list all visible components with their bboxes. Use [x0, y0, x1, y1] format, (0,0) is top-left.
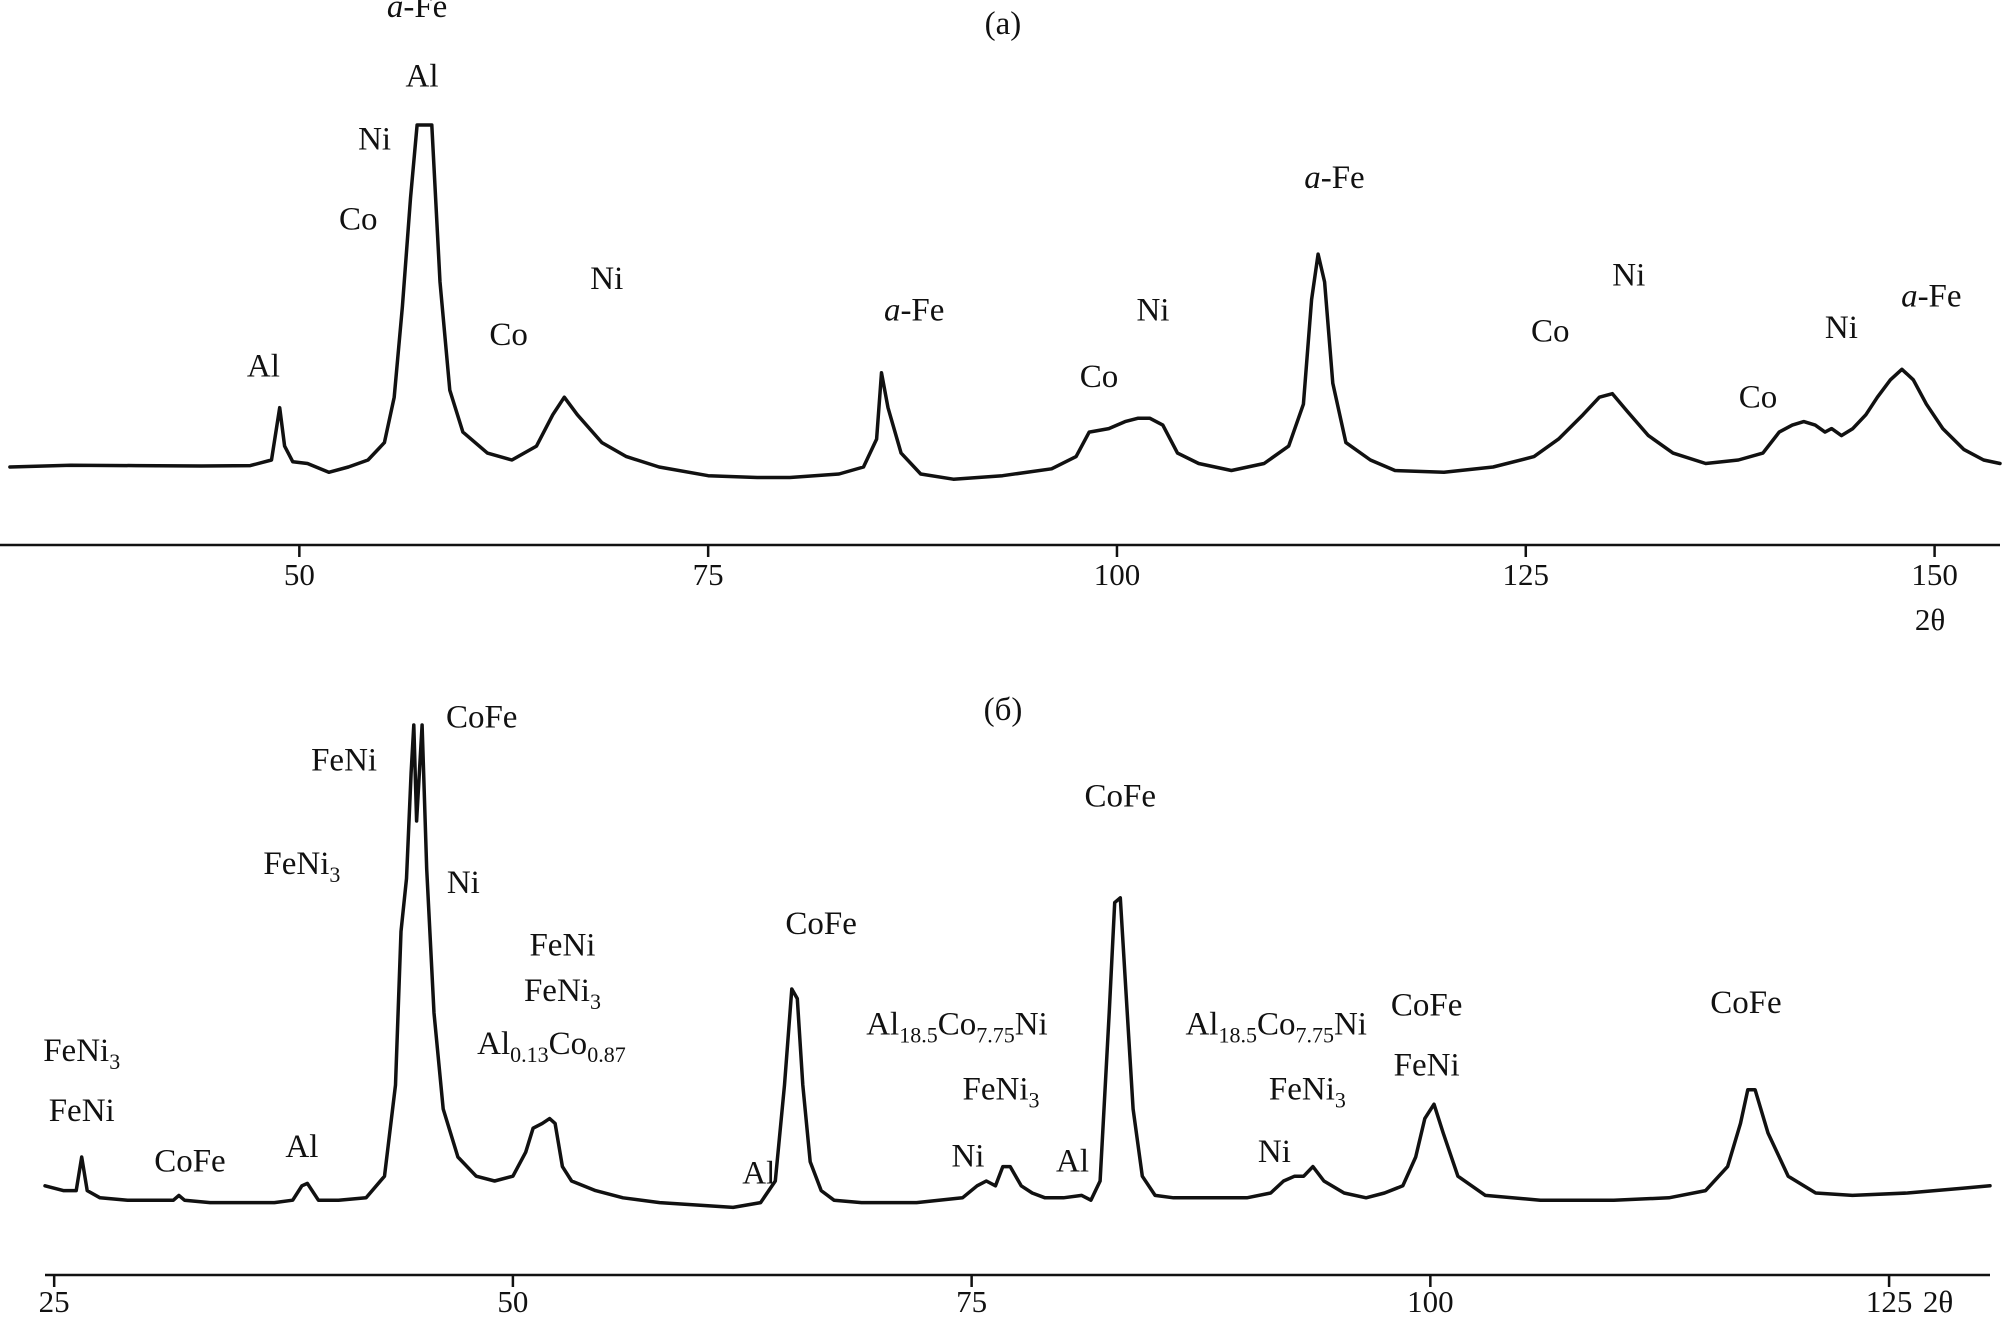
panel-a-xrd-pattern-line — [8, 123, 2002, 481]
panel-b-peak-label: CoFe — [154, 1143, 226, 1179]
peak-label-text: Al — [477, 1026, 510, 1062]
peak-label-subscript: 3 — [329, 862, 340, 887]
panel-a-peak-label: Al — [247, 348, 280, 384]
panel-b-peak-label: Ni — [951, 1139, 984, 1175]
panel-b-xrd-pattern-line — [43, 723, 1992, 1210]
panel-b-peak-label: Al0.13Co0.87 — [477, 1026, 626, 1067]
peak-label-text: -Fe — [900, 292, 944, 328]
peak-label-subscript: 0.87 — [587, 1042, 626, 1067]
panel-b-peak-label: Al — [742, 1155, 775, 1191]
panel-b-peak-label: Al — [1056, 1143, 1089, 1179]
peak-label-text: -Fe — [1918, 278, 1962, 314]
peak-label-italic: a — [1901, 278, 1918, 314]
peak-label-text: -Fe — [1321, 160, 1365, 196]
panel-a-peak-label: Ni — [590, 261, 623, 297]
panel-a-x-tick-label: 125 — [1503, 557, 1550, 592]
peak-label-text: FeNi — [43, 1033, 109, 1069]
panel-a-peak-label: a-Fe — [1901, 278, 1962, 314]
peak-label-text: Ni — [1334, 1007, 1367, 1043]
panel-a-peak-label: Ni — [1136, 292, 1169, 328]
panel-a-x-tick-label: 100 — [1094, 557, 1141, 592]
peak-label-text: FeNi — [962, 1071, 1028, 1107]
peak-label-subscript: 7.75 — [976, 1023, 1015, 1048]
panel-b-peak-label: CoFe — [1084, 779, 1156, 815]
panel-b-peak-label: FeNi3 — [524, 973, 601, 1014]
panel-b-peak-label: Ni — [1258, 1134, 1291, 1170]
panel-b-x-tick-label: 125 — [1866, 1284, 1913, 1319]
panel-b-peak-label: CoFe — [1710, 985, 1782, 1021]
panel-a-peak-label: Co — [1739, 380, 1778, 416]
peak-label-text: -Fe — [403, 0, 447, 25]
panel-a-peak-label: Co — [339, 202, 378, 238]
panel-b-peak-label: FeNi3 — [43, 1033, 120, 1074]
panel-a-peak-label: a-Fe — [387, 0, 448, 25]
peak-label-italic: a — [1304, 160, 1321, 196]
peak-label-subscript: 3 — [109, 1049, 120, 1074]
peak-label-text: FeNi — [524, 973, 590, 1009]
panel-b-x-tick-label: 25 — [39, 1284, 70, 1319]
peak-label-text: Co — [1257, 1007, 1296, 1043]
panel-b-peak-label: CoFe — [785, 906, 857, 942]
panel-b-peak-label: Al18.5Co7.75Ni — [866, 1007, 1048, 1048]
peak-label-text: Co — [938, 1007, 977, 1043]
panel-a-peak-label: Co — [1531, 313, 1570, 349]
panel-a: (а) 50 75 100 125 1502θa-FeAlNiCoAlCoNia-FeC… — [0, 0, 2002, 637]
panel-b-peak-label: FeNi3 — [962, 1071, 1039, 1112]
panel-b-peak-label: FeNi3 — [1269, 1071, 1346, 1112]
peak-label-text: FeNi — [1269, 1071, 1335, 1107]
peak-label-subscript: 3 — [590, 989, 601, 1014]
peak-label-subscript: 3 — [1028, 1087, 1039, 1112]
peak-label-subscript: 7.75 — [1295, 1023, 1334, 1048]
peak-label-subscript: 0.13 — [510, 1042, 549, 1067]
panel-b-peak-label: CoFe — [446, 699, 518, 735]
peak-label-italic: a — [387, 0, 404, 25]
panel-b-peak-label: FeNi — [49, 1093, 115, 1129]
panel-b-peak-label: Al18.5Co7.75Ni — [1185, 1007, 1367, 1048]
peak-label-subscript: 18.5 — [899, 1023, 938, 1048]
panel-a-x-axis-label: 2θ — [1915, 602, 1945, 637]
panel-a-peak-label: Co — [1080, 359, 1119, 395]
peak-label-text: Al — [866, 1007, 899, 1043]
peak-label-text: Co — [549, 1026, 588, 1062]
panel-a-peak-label: Ni — [1825, 310, 1858, 346]
panel-a-peak-label: Ni — [358, 121, 391, 157]
peak-label-italic: a — [884, 292, 901, 328]
peak-label-text: Ni — [1015, 1007, 1048, 1043]
panel-b-peak-label: Al — [285, 1129, 318, 1165]
panel-a-label: (а) — [985, 6, 1022, 42]
panel-a-peak-label: a-Fe — [1304, 160, 1365, 196]
panel-b-peak-label: CoFe — [1391, 987, 1463, 1023]
panel-b-peak-label: FeNi — [1394, 1047, 1460, 1083]
panel-b-x-tick-label: 100 — [1407, 1284, 1454, 1319]
panel-a-peak-label: Ni — [1612, 258, 1645, 294]
panel-b-x-axis-label: 2θ — [1923, 1284, 1953, 1319]
panel-b-peak-label: Ni — [447, 865, 480, 901]
panel-b-label: (б) — [984, 692, 1023, 728]
panel-b-peak-label: FeNi — [529, 927, 595, 963]
panel-b-peak-label: FeNi3 — [263, 846, 340, 887]
panel-a-x-tick-label: 150 — [1911, 557, 1958, 592]
peak-label-subscript: 3 — [1335, 1087, 1346, 1112]
panel-a-x-tick-label: 50 — [284, 557, 315, 592]
peak-label-text: FeNi — [263, 846, 329, 882]
panel-b-x-tick-label: 75 — [956, 1284, 987, 1319]
panel-b-x-tick-label: 50 — [497, 1284, 528, 1319]
panel-a-peak-label: Co — [489, 317, 528, 353]
panel-b-peak-label: FeNi — [311, 743, 377, 779]
panel-a-peak-label: a-Fe — [884, 292, 945, 328]
panel-a-x-tick-label: 75 — [693, 557, 724, 592]
peak-label-text: Al — [1185, 1007, 1218, 1043]
panel-a-peak-label: Al — [405, 59, 438, 95]
peak-label-subscript: 18.5 — [1218, 1023, 1257, 1048]
